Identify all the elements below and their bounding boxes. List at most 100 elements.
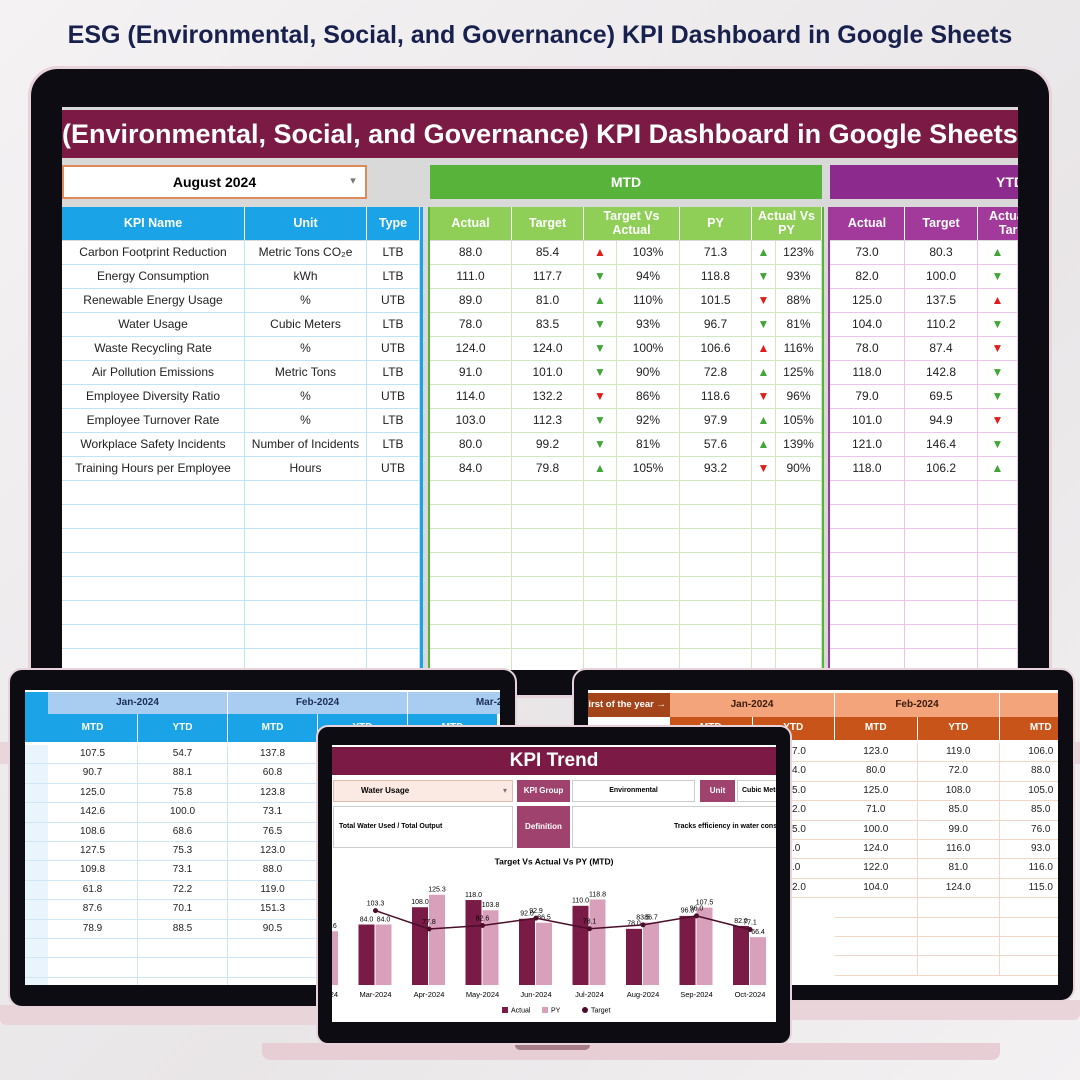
empty-cell xyxy=(584,601,617,625)
data-label: 125.3 xyxy=(428,887,446,894)
table-cell: 101.5 xyxy=(680,289,752,313)
empty-cell xyxy=(245,601,367,625)
table-cell: 124.0 xyxy=(512,337,584,361)
table-cell: UTB xyxy=(367,289,420,313)
section-divider xyxy=(828,207,830,670)
empty-cell xyxy=(512,505,584,529)
empty-cell xyxy=(584,529,617,553)
table-cell: Metric Tons xyxy=(245,361,367,385)
empty-cell xyxy=(905,553,978,577)
empty-cell xyxy=(138,977,228,985)
empty-cell xyxy=(367,529,420,553)
target-point xyxy=(533,915,539,921)
empty-cell xyxy=(680,649,752,670)
empty-cell xyxy=(367,601,420,625)
target-point xyxy=(587,926,592,932)
label-cell: Unit xyxy=(700,780,735,802)
corner-cell xyxy=(25,692,48,714)
table-cell: ▲ xyxy=(584,241,617,265)
column-header: Target Vs Actual xyxy=(584,207,680,240)
table-cell: ▼ xyxy=(978,409,1018,433)
bar xyxy=(750,937,766,985)
empty-cell xyxy=(680,601,752,625)
table-cell: ▼ xyxy=(978,337,1018,361)
bar xyxy=(589,899,606,985)
note-cell: First of the year → xyxy=(588,693,670,717)
empty-cell xyxy=(245,577,367,601)
table-cell: 73.1 xyxy=(228,803,318,823)
empty-cell xyxy=(776,649,822,670)
dropdown-caret: ▾ xyxy=(502,785,507,795)
empty-cell xyxy=(245,649,367,670)
empty-cell xyxy=(62,601,245,625)
table-cell: 88.0 xyxy=(228,861,318,881)
table-cell: 101.0 xyxy=(830,409,905,433)
table-cell: 125.0 xyxy=(48,783,138,804)
empty-cell xyxy=(48,939,138,959)
data-label: 86.5 xyxy=(537,915,551,922)
month-header xyxy=(1000,693,1058,717)
table-cell: 112.3 xyxy=(512,409,584,433)
row-label-cell xyxy=(25,900,48,920)
table-cell: 125.0 xyxy=(835,781,918,802)
table-cell: 96% xyxy=(776,385,822,409)
empty-cell xyxy=(905,577,978,601)
empty-cell xyxy=(430,505,512,529)
data-label: 96.0 xyxy=(681,908,695,915)
empty-cell xyxy=(680,529,752,553)
data-label: 103.3 xyxy=(367,900,385,907)
column-header: Type xyxy=(367,207,420,240)
empty-cell xyxy=(617,529,680,553)
data-label: 78.1 xyxy=(583,919,597,926)
table-cell: LTB xyxy=(367,241,420,265)
empty-cell xyxy=(776,577,822,601)
empty-cell xyxy=(62,649,245,670)
table-cell: 88.0 xyxy=(1000,762,1058,782)
table-cell: 96.7 xyxy=(680,313,752,337)
table-cell: LTB xyxy=(367,433,420,457)
data-label: 82.6 xyxy=(476,915,490,922)
empty-cell xyxy=(776,553,822,577)
empty-cell xyxy=(245,505,367,529)
table-cell: Training Hours per Employee xyxy=(62,457,245,481)
empty-cell xyxy=(512,601,584,625)
bar xyxy=(536,922,552,985)
table-cell: 139% xyxy=(776,433,822,457)
table-cell: 94.9 xyxy=(905,409,978,433)
table-cell: 54.7 xyxy=(138,745,228,765)
empty-cell xyxy=(978,649,1018,670)
table-cell: Employee Turnover Rate xyxy=(62,409,245,433)
table-cell: ▼ xyxy=(584,385,617,409)
table-cell: 72.0 xyxy=(917,762,1000,782)
bar xyxy=(626,928,642,985)
table-cell: ▼ xyxy=(978,385,1018,409)
row-label-cell xyxy=(25,977,48,985)
table-cell: 69.5 xyxy=(905,385,978,409)
value-cell: Environmental xyxy=(572,780,695,802)
table-cell: 137.8 xyxy=(228,745,318,765)
kpi-dropdown: Water Usage xyxy=(333,780,513,802)
legend-label: Target xyxy=(591,1007,611,1014)
table-cell: ▼ xyxy=(584,337,617,361)
empty-cell xyxy=(617,481,680,505)
table-cell: 123% xyxy=(776,241,822,265)
table-cell: 116.0 xyxy=(917,840,1000,860)
table-cell: 93% xyxy=(776,265,822,289)
x-tick-label: Mar-2024 xyxy=(359,990,391,999)
table-cell: 86% xyxy=(617,385,680,409)
empty-cell xyxy=(584,625,617,649)
legend-label: PY xyxy=(551,1007,561,1014)
table-cell: 90.5 xyxy=(228,919,318,939)
table-cell: LTB xyxy=(367,361,420,385)
table-cell: 94% xyxy=(617,265,680,289)
row-label-cell xyxy=(25,939,48,959)
month-header: Mar-2024 xyxy=(408,692,500,714)
empty-cell xyxy=(776,481,822,505)
empty-cell xyxy=(245,529,367,553)
table-cell: 92% xyxy=(617,409,680,433)
table-cell: 5.0 xyxy=(792,821,835,840)
table-cell: ▼ xyxy=(584,361,617,385)
data-label: 83.5 xyxy=(636,915,650,922)
table-cell: 93.2 xyxy=(680,457,752,481)
target-point xyxy=(694,913,699,919)
